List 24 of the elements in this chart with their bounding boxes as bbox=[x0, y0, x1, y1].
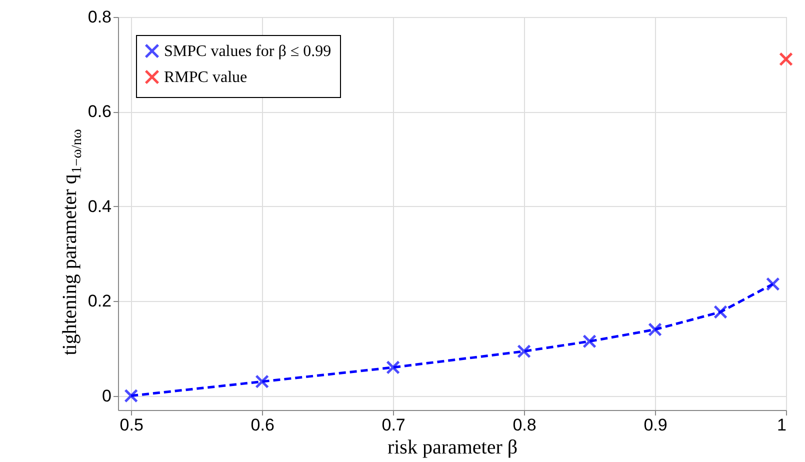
point bbox=[517, 344, 531, 358]
point bbox=[255, 374, 270, 389]
y-axis-title: tightening parameter q1−ω/nω bbox=[59, 128, 85, 356]
point bbox=[386, 360, 400, 374]
x-tick-label: 0.5 bbox=[120, 416, 144, 434]
point bbox=[714, 305, 728, 319]
x-axis-title: risk parameter β bbox=[387, 436, 518, 458]
point bbox=[648, 322, 662, 336]
point bbox=[766, 277, 780, 291]
y-tick-label: 0 bbox=[102, 386, 112, 406]
point bbox=[124, 388, 138, 403]
x-tick-label: 0.8 bbox=[512, 416, 536, 434]
x-tick-label: 1 bbox=[777, 416, 786, 434]
x-tick-label: 0.6 bbox=[250, 416, 274, 434]
legend-label: RMPC value bbox=[164, 69, 248, 86]
y-tick-label: 0.8 bbox=[88, 8, 112, 26]
y-tick-label: 0.4 bbox=[88, 196, 112, 216]
x-tick-label: 0.9 bbox=[644, 416, 668, 434]
legend-label: SMPC values for β ≤ 0.99 bbox=[164, 43, 332, 60]
y-tick-label: 0.2 bbox=[88, 292, 112, 311]
y-tick-label: 0.6 bbox=[88, 102, 112, 122]
point bbox=[582, 334, 596, 348]
x-tick-label: 0.7 bbox=[382, 416, 406, 434]
point bbox=[779, 52, 793, 66]
